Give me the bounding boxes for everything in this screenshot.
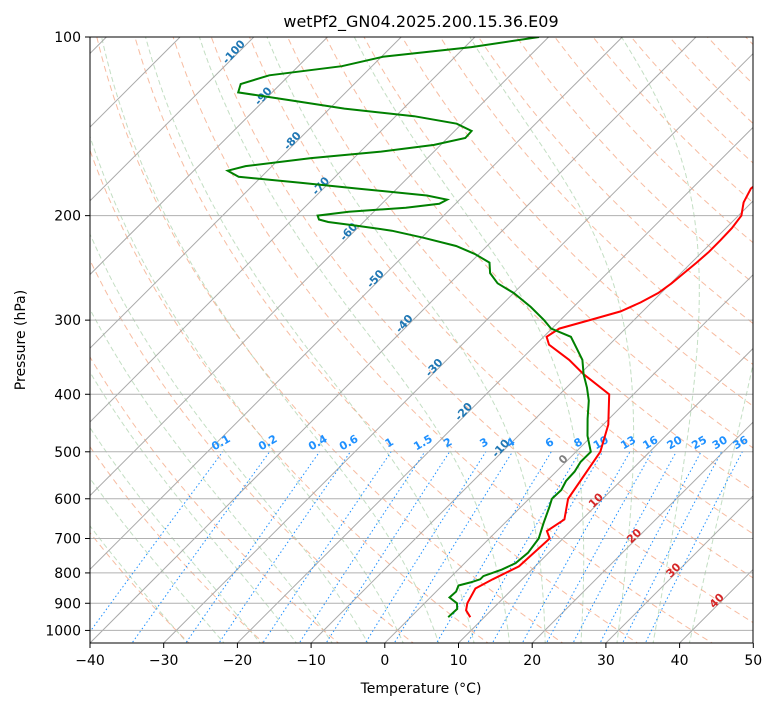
isotherm-line bbox=[310, 200, 753, 643]
mixing-ratio-line bbox=[521, 451, 631, 643]
moist-adiabat-line bbox=[101, 37, 440, 643]
x-tick-label: 50 bbox=[744, 653, 762, 669]
x-tick-label: 10 bbox=[450, 653, 468, 669]
dry-adiabat-line bbox=[287, 37, 753, 535]
mixing-ratio-line bbox=[218, 451, 351, 643]
isotherm-line bbox=[605, 495, 753, 643]
moist-adiabat-line bbox=[90, 308, 333, 643]
isotherm-line bbox=[90, 37, 402, 349]
mixing-ratio-lines bbox=[90, 451, 743, 643]
mixing-ratio-line bbox=[599, 451, 702, 643]
isotherm-line bbox=[384, 274, 753, 643]
y-tick-label: 500 bbox=[54, 445, 81, 461]
dry-adiabat-line bbox=[478, 37, 753, 325]
mixing-ratio-line bbox=[491, 451, 604, 643]
x-tick-label: −40 bbox=[75, 653, 105, 669]
dry-adiabat-line bbox=[592, 37, 753, 204]
mixing-ratio-line bbox=[298, 451, 426, 643]
dewpoint-profile-line bbox=[225, 37, 592, 618]
dry-adiabats bbox=[90, 37, 753, 643]
y-tick-label: 900 bbox=[54, 596, 81, 612]
isotherm-line bbox=[531, 421, 753, 643]
x-tick-label: −30 bbox=[149, 653, 179, 669]
dry-adiabat-line bbox=[363, 37, 753, 449]
moist-adiabat-line bbox=[90, 371, 298, 643]
dry-adiabat-line bbox=[172, 37, 714, 643]
x-tick-label: 0 bbox=[380, 653, 389, 669]
plot-frame bbox=[89, 36, 754, 644]
y-tick-label: 800 bbox=[54, 566, 81, 582]
y-tick-label: 200 bbox=[54, 209, 81, 225]
mixing-ratio-line bbox=[572, 451, 677, 643]
dry-adiabat-line bbox=[90, 259, 414, 643]
isotherm-line bbox=[90, 37, 697, 643]
isotherm-line bbox=[162, 52, 753, 643]
mixing-ratio-line bbox=[644, 451, 743, 643]
x-axis-ticks: −40 −30 −20 −10 0 10 20 30 40 50 bbox=[75, 643, 762, 669]
y-tick-label: 1000 bbox=[45, 623, 81, 639]
isotherm-line bbox=[90, 37, 476, 423]
x-tick-label: −10 bbox=[296, 653, 326, 669]
x-tick-label: 30 bbox=[597, 653, 615, 669]
x-tick-label: 40 bbox=[671, 653, 689, 669]
mixing-ratio-line bbox=[393, 451, 513, 643]
moist-adiabat-line bbox=[90, 525, 188, 643]
chart-title: wetPf2_GN04.2025.200.15.36.E09 bbox=[283, 12, 558, 32]
dry-adiabat-line bbox=[439, 37, 753, 366]
isotherm-line bbox=[90, 37, 255, 202]
x-tick-label: −20 bbox=[223, 653, 253, 669]
dry-adiabat-line bbox=[210, 37, 753, 624]
x-axis-label: Temperature (°C) bbox=[360, 681, 482, 697]
isobar-gridlines bbox=[90, 37, 753, 631]
moist-adiabat-line bbox=[90, 477, 225, 643]
y-tick-label: 700 bbox=[54, 532, 81, 548]
mixing-ratio-line bbox=[262, 451, 392, 643]
dry-adiabat-line bbox=[90, 148, 489, 643]
skewed-isotherms bbox=[90, 37, 753, 643]
temperature-profile-line bbox=[465, 185, 753, 618]
moist-adiabat-line bbox=[90, 426, 261, 643]
mixing-ratio-line bbox=[90, 451, 224, 633]
dry-adiabat-line bbox=[249, 37, 753, 579]
isotherm-line bbox=[90, 37, 549, 497]
dry-adiabat-line bbox=[401, 37, 753, 407]
isotherm-line bbox=[90, 37, 623, 571]
y-tick-label: 600 bbox=[54, 492, 81, 508]
y-tick-label: 100 bbox=[54, 30, 81, 46]
mixing-ratio-line bbox=[185, 451, 321, 643]
moist-adiabat-line bbox=[90, 233, 369, 643]
dry-adiabat-line bbox=[554, 37, 753, 244]
dry-adiabat-line bbox=[90, 445, 265, 643]
x-tick-label: 20 bbox=[523, 653, 541, 669]
y-axis-label: Pressure (hPa) bbox=[13, 290, 29, 390]
y-tick-label: 300 bbox=[54, 313, 81, 329]
dry-adiabat-line bbox=[134, 37, 639, 643]
isotherm-line bbox=[236, 126, 753, 643]
mixing-ratio-line bbox=[467, 451, 581, 643]
mixing-ratio-line bbox=[622, 451, 723, 643]
y-axis-ticks: 100 200 300 400 500 600 700 800 900 1000 bbox=[45, 30, 90, 639]
y-tick-label: 400 bbox=[54, 387, 81, 403]
isotherm-line bbox=[90, 37, 328, 276]
isotherm-line bbox=[457, 347, 753, 643]
mixing-ratio-line bbox=[545, 451, 653, 643]
